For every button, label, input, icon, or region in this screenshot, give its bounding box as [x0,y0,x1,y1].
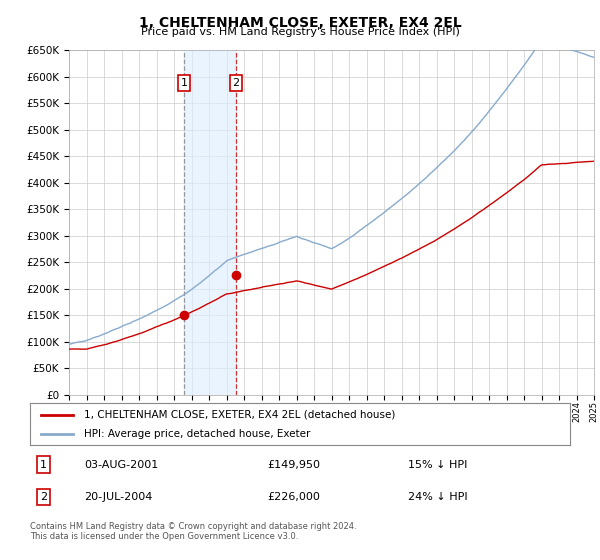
Text: 1, CHELTENHAM CLOSE, EXETER, EX4 2EL (detached house): 1, CHELTENHAM CLOSE, EXETER, EX4 2EL (de… [84,409,395,419]
Text: £226,000: £226,000 [268,492,320,502]
Text: 1, CHELTENHAM CLOSE, EXETER, EX4 2EL: 1, CHELTENHAM CLOSE, EXETER, EX4 2EL [139,16,461,30]
Text: 2: 2 [232,78,239,88]
Text: 1: 1 [181,78,188,88]
Bar [184,50,236,395]
Text: 1: 1 [40,460,47,470]
Text: 15% ↓ HPI: 15% ↓ HPI [408,460,467,470]
Text: Price paid vs. HM Land Registry's House Price Index (HPI): Price paid vs. HM Land Registry's House … [140,27,460,37]
Text: Contains HM Land Registry data © Crown copyright and database right 2024.
This d: Contains HM Land Registry data © Crown c… [30,522,356,542]
Text: 03-AUG-2001: 03-AUG-2001 [84,460,158,470]
Text: 20-JUL-2004: 20-JUL-2004 [84,492,152,502]
Text: HPI: Average price, detached house, Exeter: HPI: Average price, detached house, Exet… [84,429,310,439]
Text: 2: 2 [40,492,47,502]
Text: £149,950: £149,950 [268,460,320,470]
Text: 24% ↓ HPI: 24% ↓ HPI [408,492,467,502]
